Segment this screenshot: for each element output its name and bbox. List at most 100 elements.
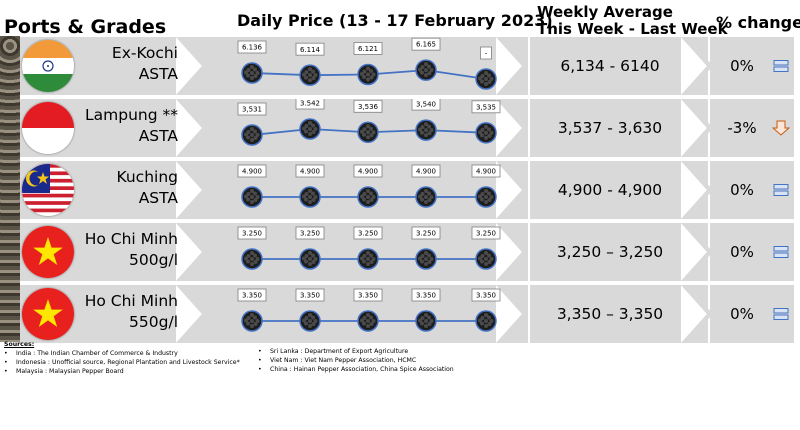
price-point [299, 118, 321, 140]
data-label-box [353, 99, 383, 113]
change-band [710, 285, 794, 343]
price-point [241, 124, 263, 146]
data-label-box [353, 42, 383, 55]
chevron-divider [176, 161, 208, 219]
source-item: Malaysia : Malaysian Pepper Board [4, 367, 240, 376]
price-row: Ex-Kochi ASTA 6,134 - 6140 0% 6.136 6.114 6.12… [0, 37, 800, 95]
data-label: 3,535 [476, 103, 496, 111]
chevron-divider [176, 99, 208, 157]
data-label-box [353, 164, 383, 178]
weekly-header-line-2: This Week - Last Week [537, 20, 728, 38]
port-name: Kuching ASTA [78, 167, 178, 209]
change-band [710, 161, 794, 219]
equal-sign-icon [773, 246, 789, 258]
data-label-box [411, 226, 441, 240]
percent-change-value: -3% [727, 119, 757, 137]
data-label: 3.250 [358, 230, 378, 238]
data-label: 3,531 [242, 106, 262, 114]
port-line-2: ASTA [138, 127, 178, 145]
data-label-box [353, 288, 383, 302]
weekly-average-value: 3,350 – 3,350 [556, 305, 664, 323]
price-point [475, 186, 497, 208]
daily-price-sparkline: 3.350 3.350 3.350 3.350 3.350 [237, 288, 501, 332]
data-label: 3.542 [300, 100, 320, 108]
source-item: Indonesia : Unofficial source, Regional … [4, 358, 240, 367]
price-point [299, 64, 321, 86]
weekly-band [530, 99, 708, 157]
source-item: Sri Lanka : Department of Export Agricul… [258, 347, 454, 356]
chevron-divider [681, 99, 713, 157]
price-point [415, 248, 437, 270]
india-flag-icon [22, 40, 74, 92]
data-label: 3.350 [300, 292, 320, 300]
chevron-divider [496, 285, 528, 343]
chevron-divider [496, 37, 528, 95]
port-line-1: Ho Chi Minh [84, 292, 178, 310]
chevron-divider [176, 223, 208, 281]
chevron-divider [681, 161, 713, 219]
data-label: 3.350 [476, 292, 496, 300]
data-label: 4.900 [242, 168, 262, 176]
price-point [357, 121, 379, 144]
daily-price-header: Daily Price (13 - 17 February 2023) [237, 11, 553, 30]
source-item: China : Hainan Pepper Association, China… [258, 365, 454, 374]
data-label: 4.900 [358, 168, 378, 176]
weekly-band [530, 223, 708, 281]
chevron-divider [176, 285, 208, 343]
price-point [415, 119, 437, 141]
data-label-box [471, 164, 501, 178]
chevron-divider [681, 223, 713, 281]
percent-change-header: % change [716, 13, 800, 32]
peppercorn-background [0, 36, 20, 342]
chevron-divider [681, 285, 713, 343]
price-point [475, 68, 497, 90]
data-label: 6.121 [358, 45, 378, 53]
price-row: Kuching ASTA 4,900 - 4,900 0% 4.900 4.900 4.90… [0, 161, 800, 219]
price-point [357, 63, 379, 86]
data-label: 3,540 [416, 101, 436, 109]
down-arrow-icon [772, 120, 790, 136]
percent-change-value: 0% [730, 305, 754, 323]
price-point [415, 59, 437, 81]
data-label-box [471, 288, 501, 302]
price-point [475, 248, 497, 270]
price-row: Lampung ** ASTA 3,537 - 3,630 -3% 3,531 3.542… [0, 99, 800, 157]
price-point [357, 248, 379, 270]
equal-sign-icon [773, 184, 789, 196]
percent-change-value: 0% [730, 181, 754, 199]
data-label: 3.250 [242, 230, 262, 238]
port-name: Ex-Kochi ASTA [78, 43, 178, 85]
weekly-average-value: 4,900 - 4,900 [557, 181, 663, 199]
price-point [241, 310, 263, 332]
price-point [415, 186, 437, 208]
source-item: Viet Nam : Viet Nam Pepper Association, … [258, 356, 454, 365]
source-item: India : The Indian Chamber of Commerce &… [4, 349, 240, 358]
daily-price-sparkline: 3.250 3.250 3.250 3.250 3.250 [237, 226, 501, 270]
data-label-box [295, 226, 325, 240]
port-line-2: 550g/l [129, 313, 178, 331]
data-label-box [237, 226, 267, 240]
equal-sign-icon [773, 60, 789, 72]
change-band [710, 223, 794, 281]
data-label-box [411, 288, 441, 302]
data-label: 3.350 [242, 292, 262, 300]
price-point [357, 310, 379, 332]
data-label-box [237, 164, 267, 178]
row-band [20, 37, 528, 95]
data-label-box [237, 102, 267, 116]
data-label-box [471, 226, 501, 240]
weekly-band [530, 37, 708, 95]
price-point [299, 248, 321, 270]
price-point [241, 248, 263, 270]
price-point [241, 186, 263, 208]
data-label-box [295, 42, 325, 56]
daily-price-sparkline: 6.136 6.114 6.121 6.165 - [237, 37, 497, 90]
data-label: 4.900 [416, 168, 436, 176]
row-band [20, 99, 528, 157]
chevron-divider [496, 223, 528, 281]
port-line-1: Kuching [116, 168, 178, 186]
daily-price-sparkline: 3,531 3.542 3,536 3,540 3,535 [237, 99, 501, 146]
data-label: 3.250 [416, 230, 436, 238]
sources-list-left: India : The Indian Chamber of Commerce &… [4, 349, 240, 376]
vietnam-flag-icon [22, 226, 74, 278]
